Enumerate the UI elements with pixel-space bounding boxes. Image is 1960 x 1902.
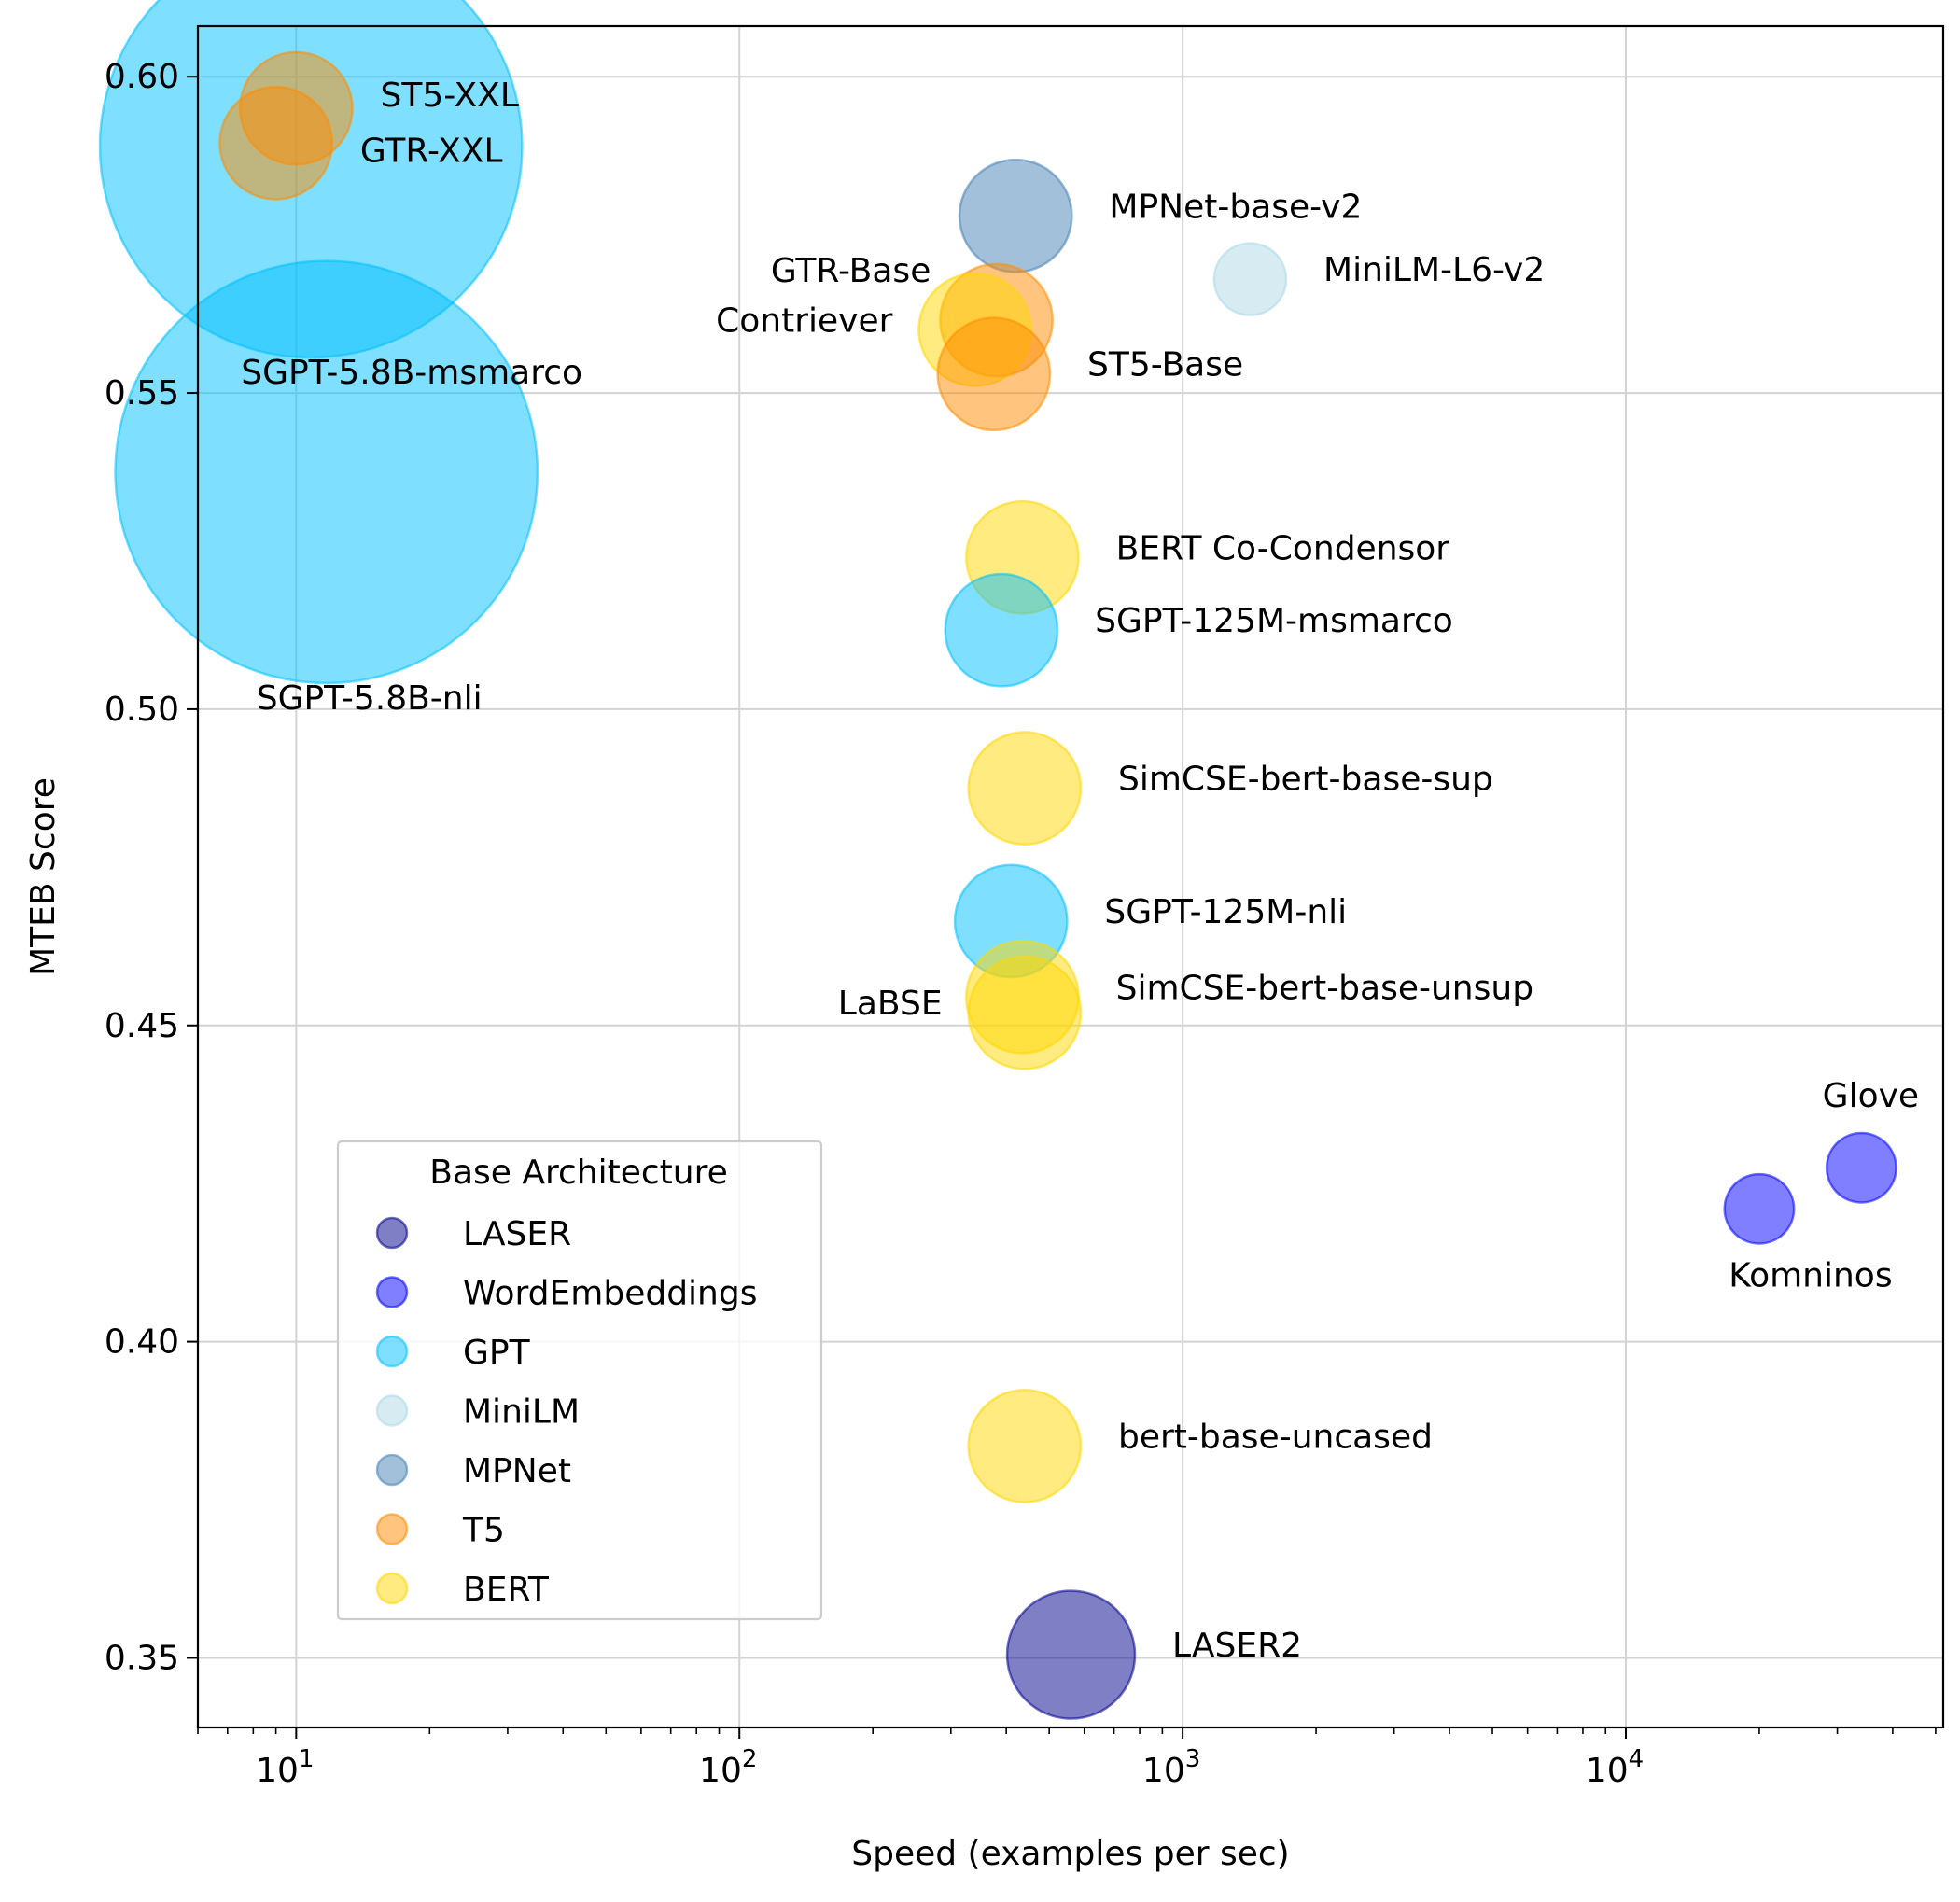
point-label: LASER2	[1172, 1627, 1302, 1665]
point-label: SGPT-125M-msmarco	[1095, 602, 1453, 640]
legend-title: Base Architecture	[429, 1154, 728, 1192]
x-tick-base: 10	[699, 1752, 742, 1790]
legend-entry: LASER	[463, 1215, 571, 1253]
point-glove	[1825, 1131, 1897, 1204]
y-tick-label: 0.50	[105, 691, 179, 729]
legend-marker	[375, 1394, 409, 1427]
x-tick-exponent: 4	[1629, 1745, 1645, 1773]
x-tick-exponent: 3	[1185, 1745, 1201, 1773]
point-label: SGPT-125M-nli	[1104, 893, 1347, 931]
legend-entry: MPNet	[463, 1452, 571, 1490]
point-mpnet-base-v2	[958, 158, 1073, 273]
point-sgpt-125m-msmarco	[944, 572, 1059, 688]
point-label: MPNet-base-v2	[1109, 188, 1362, 226]
point-labse	[967, 955, 1083, 1070]
y-tick-label: 0.60	[105, 58, 179, 96]
x-tick-exponent: 1	[299, 1745, 315, 1773]
point-label: MiniLM-L6-v2	[1323, 251, 1545, 289]
legend-entry: BERT	[463, 1571, 550, 1609]
point-gtr-xxl	[218, 85, 334, 201]
point-label: Glove	[1823, 1077, 1919, 1115]
point-label: ST5-Base	[1087, 346, 1243, 385]
point-minilm-l6-v2	[1212, 242, 1288, 316]
legend-marker	[375, 1335, 409, 1368]
data-points	[98, 0, 1897, 1720]
y-tick-label: 0.40	[105, 1323, 179, 1362]
x-tick-base: 10	[1586, 1752, 1629, 1790]
legend-marker	[375, 1276, 409, 1308]
point-label: GTR-XXL	[360, 132, 503, 170]
legend-marker	[375, 1513, 409, 1545]
point-label: SimCSE-bert-base-unsup	[1116, 969, 1533, 1007]
y-tick-label: 0.35	[105, 1639, 179, 1677]
point-st5-base	[936, 316, 1052, 432]
y-axis-title: MTEB Score	[24, 777, 63, 976]
legend-entry: T5	[462, 1512, 505, 1550]
point-label: SGPT-5.8B-msmarco	[241, 354, 582, 392]
point-label: BERT Co-Condensor	[1116, 529, 1450, 567]
point-label: GTR-Base	[771, 252, 931, 290]
x-tick-label: 103	[1142, 1745, 1200, 1790]
point-label: Contriever	[716, 301, 892, 340]
x-tick-exponent: 2	[742, 1745, 758, 1773]
legend: Base Architecture LASER WordEmbeddings GPT…	[336, 1140, 823, 1621]
x-tick-base: 10	[1142, 1752, 1185, 1790]
point-komninos	[1723, 1172, 1796, 1245]
plot-frame	[196, 24, 1945, 1729]
point-label: LaBSE	[838, 985, 943, 1023]
legend-entry: GPT	[463, 1334, 531, 1372]
point-laser2	[1005, 1589, 1137, 1720]
point-label: bert-base-uncased	[1118, 1418, 1433, 1456]
x-tick-label: 101	[256, 1745, 314, 1790]
legend-marker	[375, 1453, 409, 1487]
legend-entry: MiniLM	[463, 1393, 580, 1432]
point-label: SGPT-5.8B-nli	[257, 679, 483, 718]
point-bert-base-uncased	[967, 1388, 1083, 1503]
point-label: Komninos	[1729, 1256, 1892, 1294]
legend-entry: WordEmbeddings	[463, 1275, 757, 1313]
legend-box	[336, 1140, 823, 1621]
legend-marker	[375, 1572, 409, 1605]
x-tick-base: 10	[256, 1752, 299, 1790]
y-tick-label: 0.45	[105, 1007, 179, 1045]
x-axis-title: Speed (examples per sec)	[851, 1835, 1289, 1873]
point-simcse-bert-base-sup	[967, 731, 1083, 846]
x-tick-label: 104	[1586, 1745, 1644, 1790]
y-tick-label: 0.55	[105, 374, 179, 413]
point-sgpt-5-8b-nli	[114, 259, 539, 685]
point-label: SimCSE-bert-base-sup	[1118, 761, 1493, 799]
point-label: ST5-XXL	[381, 77, 519, 115]
x-tick-label: 102	[699, 1745, 757, 1790]
legend-marker	[375, 1216, 409, 1250]
point-labels: SGPT-5.8B-msmarco ST5-XXL GTR-XXL SGPT-5.8B…	[241, 77, 1919, 1665]
